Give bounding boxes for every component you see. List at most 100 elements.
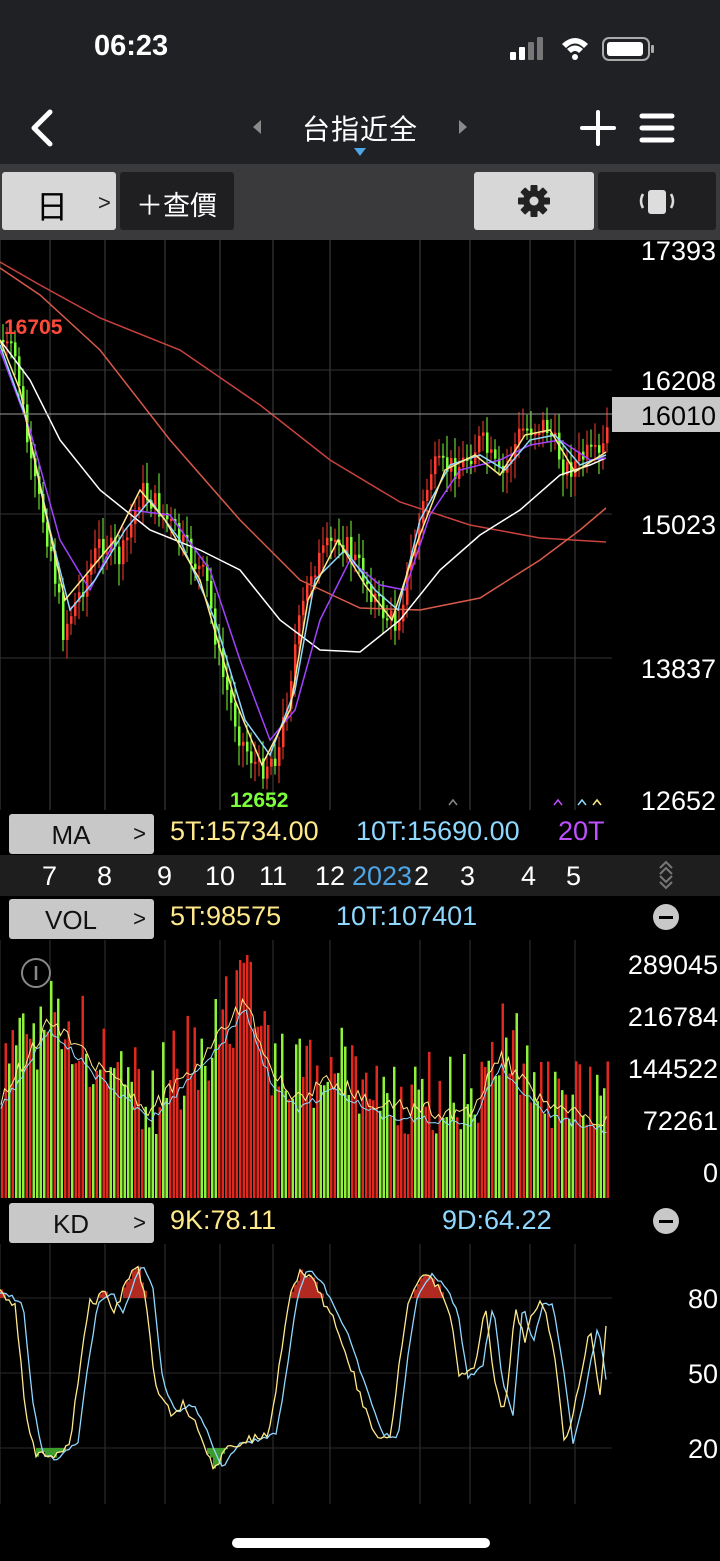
volume-bar — [218, 1044, 221, 1198]
kd-selector-button[interactable]: KD > — [9, 1203, 154, 1243]
volume-bar — [151, 1070, 154, 1198]
period-selector-button[interactable]: 日 > — [2, 172, 116, 230]
candle-body — [538, 433, 541, 436]
volume-bar — [582, 1115, 585, 1198]
volume-bar — [190, 1075, 193, 1198]
volume-bar — [99, 1069, 102, 1198]
volume-bar — [543, 1113, 546, 1198]
volume-bar — [67, 1021, 70, 1198]
volume-bar — [106, 1083, 109, 1198]
signal-marker-icon — [592, 798, 602, 806]
volume-bar — [508, 1073, 511, 1198]
volume-bar — [284, 1090, 287, 1198]
kd-oversold-fill — [60, 1448, 63, 1453]
volume-bar — [162, 1042, 165, 1198]
candle-body — [166, 513, 169, 520]
volume-chart[interactable]: 289045 216784 144522 72261 0 — [0, 940, 720, 1200]
kd-oversold-fill — [42, 1448, 45, 1452]
volume-bar — [480, 1061, 483, 1198]
volume-ma10-line — [0, 1009, 607, 1134]
status-icons — [510, 37, 654, 61]
info-icon[interactable] — [21, 958, 51, 988]
kd-oversold-fill — [57, 1448, 60, 1453]
battery-icon — [602, 37, 654, 61]
rotate-screen-button[interactable] — [598, 172, 716, 230]
candle-body — [386, 618, 389, 621]
collapse-vol-button[interactable] — [653, 904, 679, 930]
volume-bar — [599, 1095, 602, 1198]
vol-ma5-value: 5T:98575 — [170, 901, 282, 931]
volume-bar — [176, 1068, 179, 1198]
prev-symbol-icon[interactable] — [250, 118, 264, 136]
kd-overbought-fill — [435, 1286, 438, 1298]
volume-bar — [592, 1123, 595, 1198]
volume-bar — [78, 1060, 81, 1198]
candle-body — [366, 581, 369, 585]
kd-overbought-fill — [318, 1291, 321, 1298]
candle-body — [114, 537, 117, 547]
collapse-kd-button[interactable] — [653, 1208, 679, 1234]
k-value: 9K:78.11 — [170, 1205, 277, 1235]
candle-body — [358, 554, 361, 558]
volume-bar — [326, 1081, 329, 1198]
kd-oversold-fill — [225, 1448, 228, 1450]
volume-bar — [120, 1051, 123, 1198]
date-axis[interactable]: 7 8 9 10 11 12 2023 2 3 4 5 — [0, 855, 720, 897]
volume-bar — [204, 1065, 207, 1198]
candle-body — [70, 616, 73, 624]
ma10-line — [0, 344, 607, 757]
chevron-right-icon: > — [133, 821, 146, 846]
candle-body — [382, 596, 385, 619]
volume-bar — [344, 1046, 347, 1198]
volume-bar — [179, 1109, 182, 1198]
settings-button[interactable] — [474, 172, 594, 230]
next-symbol-icon[interactable] — [456, 118, 470, 136]
volume-bar — [263, 1011, 266, 1198]
volume-bar — [449, 1056, 452, 1198]
volume-bar — [547, 1061, 550, 1198]
candle-body — [102, 539, 105, 555]
menu-button[interactable] — [638, 110, 676, 146]
volume-bar — [295, 1044, 298, 1198]
candle-body — [402, 604, 405, 622]
title-dropdown-caret-icon[interactable] — [354, 148, 366, 156]
volume-axis-label: 144522 — [628, 1054, 718, 1084]
volume-bar — [382, 1076, 385, 1198]
kd-chart[interactable]: 80 50 20 — [0, 1244, 720, 1506]
volume-bar — [333, 1073, 336, 1198]
price-chart[interactable]: 16010 17393 16208 15023 13837 12652 1670… — [0, 240, 720, 810]
add-quote-button[interactable]: ＋查價 — [120, 172, 234, 230]
volume-bar — [407, 1134, 410, 1198]
symbol-switcher[interactable]: 台指近全 — [240, 104, 480, 156]
home-indicator[interactable] — [232, 1538, 490, 1548]
volume-bar — [116, 1062, 119, 1198]
back-button[interactable] — [24, 106, 64, 150]
candle-body — [54, 551, 57, 584]
candle-body — [298, 615, 301, 645]
candle-body — [550, 433, 553, 437]
candle-body — [22, 386, 25, 405]
volume-bar — [557, 1078, 560, 1198]
volume-bar — [585, 1124, 588, 1198]
candle-body — [430, 474, 433, 490]
vol-selector-button[interactable]: VOL > — [9, 899, 154, 939]
ma20-value: 20T — [558, 816, 605, 846]
volume-bar — [435, 1133, 438, 1198]
candle-body — [138, 507, 141, 511]
volume-bar — [15, 1045, 18, 1198]
kd-overbought-fill — [426, 1274, 429, 1298]
kd-overbought-fill — [432, 1278, 435, 1298]
volume-bar — [596, 1074, 599, 1198]
volume-bar — [165, 1097, 168, 1198]
volume-bar — [281, 1033, 284, 1198]
volume-bar — [64, 1039, 67, 1198]
volume-bar — [603, 1088, 606, 1198]
volume-bar — [298, 1038, 301, 1198]
volume-bar — [1, 1103, 4, 1198]
add-button[interactable] — [578, 108, 618, 148]
ma-selector-button[interactable]: MA > — [9, 814, 154, 854]
volume-bar — [459, 1129, 462, 1198]
volume-bar — [207, 1080, 210, 1198]
scroll-arrows-icon[interactable] — [658, 860, 674, 890]
signal-marker-icon — [577, 798, 587, 806]
